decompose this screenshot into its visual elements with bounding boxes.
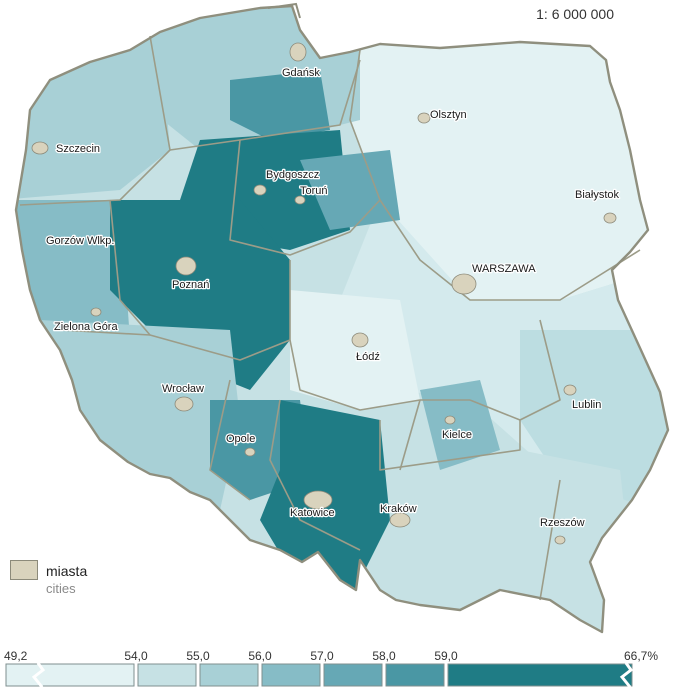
region-lodz (290, 290, 420, 410)
city-label-lublin: Lublin (572, 399, 601, 411)
class-swatch (199, 663, 259, 687)
city-patch (90, 307, 102, 317)
city-patch (94, 235, 106, 245)
city-label-opole: Opole (226, 433, 255, 445)
city-label-bialystok: Białystok (575, 189, 620, 201)
class-swatch (385, 663, 445, 687)
country-border (14, 4, 670, 634)
city-label-gorzow: Gorzów Wlkp. (46, 235, 114, 247)
class-break-label: 54,0 (124, 649, 148, 663)
poland-choropleth-map: Gdańsk Olsztyn Szczecin Bydgoszcz Toruń … (14, 2, 670, 634)
city-patch (351, 332, 369, 348)
region-fills (16, 6, 668, 632)
city-label-bydgoszcz: Bydgoszcz (266, 169, 319, 181)
class-break-label: 59,0 (434, 649, 458, 663)
class-break-label: 58,0 (372, 649, 396, 663)
class-break-label: 66,7% (624, 649, 658, 663)
city-label-warszawa: WARSZAWA (472, 263, 536, 275)
city-patch (253, 184, 267, 196)
class-break-label: 49,2 (4, 649, 28, 663)
hel-peninsula (267, 2, 301, 19)
city-patch (303, 490, 333, 510)
city-labels: Gdańsk Olsztyn Szczecin Bydgoszcz Toruń … (45, 66, 621, 531)
class-break-label: 55,0 (186, 649, 210, 663)
city-label-wroclaw: Wrocław (162, 383, 204, 395)
city-label-torun: Toruń (300, 185, 328, 197)
city-label-krakow: Kraków (380, 503, 417, 515)
class-break-label: 56,0 (248, 649, 272, 663)
city-patch (603, 212, 617, 224)
region-wielkopolska (110, 200, 290, 390)
scale-break-marker (619, 662, 634, 688)
city-label-katowice: Katowice (290, 507, 335, 519)
city-patches (31, 42, 617, 545)
class-swatch (261, 663, 321, 687)
region-kielce (420, 380, 500, 470)
region-gdansk-coast (230, 70, 330, 140)
city-patch (417, 112, 431, 124)
city-label-poznan: Poznań (172, 279, 209, 291)
city-patch (244, 447, 256, 457)
city-label-zielona-gora: Zielona Góra (54, 321, 118, 333)
region-borders (19, 35, 641, 601)
scale-break-marker (31, 662, 46, 688)
city-patch (563, 384, 577, 396)
classification-legend: 49,2 54,0 55,0 56,0 57,0 58,0 59,0 66,7% (4, 649, 658, 688)
city-patch (174, 396, 194, 412)
region-southeast (360, 450, 640, 632)
cities-legend-swatch (10, 560, 38, 580)
city-label-rzeszow: Rzeszów (540, 517, 585, 529)
city-patch (444, 415, 456, 425)
city-label-szczecin: Szczecin (56, 143, 100, 155)
region-kujawy-east (300, 150, 400, 230)
class-swatch (137, 663, 197, 687)
city-patch (31, 141, 49, 155)
city-label-olsztyn: Olsztyn (430, 109, 467, 121)
city-patch (294, 195, 306, 205)
map-scale: 1: 6 000 000 (536, 6, 614, 22)
class-break-label: 57,0 (310, 649, 334, 663)
cities-legend-label-en: cities (46, 581, 76, 596)
class-swatch (447, 663, 633, 687)
city-patch (175, 256, 197, 276)
class-swatch (323, 663, 383, 687)
city-label-gdansk: Gdańsk (282, 67, 320, 79)
region-northeast (350, 40, 668, 300)
city-label-lodz: Łódź (356, 351, 380, 363)
city-patch (554, 535, 566, 545)
class-swatch (5, 663, 135, 687)
city-patch (289, 42, 307, 62)
city-label-kielce: Kielce (442, 429, 472, 441)
cities-legend-label-pl: miasta (46, 563, 88, 579)
city-patch (451, 273, 477, 295)
city-patch (389, 512, 411, 528)
